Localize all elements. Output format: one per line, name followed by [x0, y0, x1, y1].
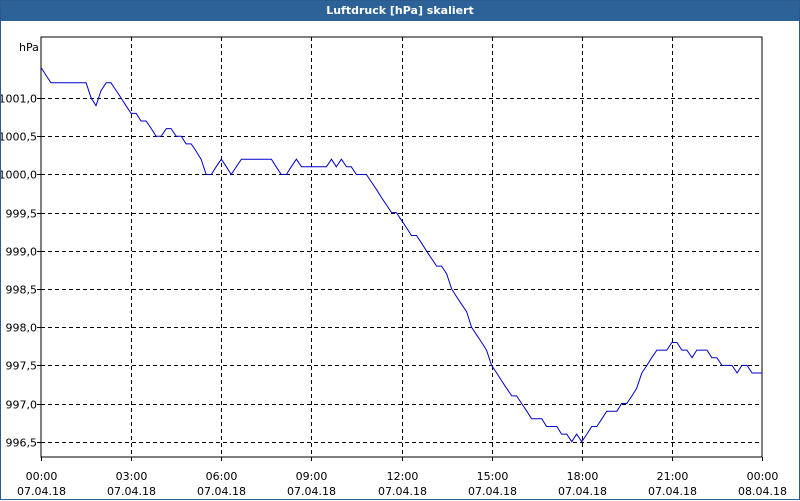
y-tick-label: 1001,0: [1, 93, 37, 106]
y-tick-label: 996,5: [6, 437, 38, 450]
x-tick-time-label: 12:00: [387, 470, 419, 483]
y-tick-label: 997,5: [6, 360, 38, 373]
x-tick-date-label: 07.04.18: [17, 485, 66, 498]
series-line-luftdruck: [40, 67, 762, 443]
axis-ticks: 1001,0 1000,5 1000,0 999,5 999,0 998,5 998,0 99…: [1, 93, 787, 499]
x-tick-date-label: 07.04.18: [558, 485, 607, 498]
x-tick-date-label: 07.04.18: [648, 485, 697, 498]
x-tick-date-label: 08.04.18: [738, 485, 787, 498]
y-axis-label: hPa: [19, 41, 39, 54]
x-tick-time-label: 00:00: [26, 470, 58, 483]
y-tick-label: 997,0: [6, 399, 38, 412]
y-tick-label: 1000,0: [1, 169, 37, 182]
x-tick-date-label: 07.04.18: [378, 485, 427, 498]
y-tick-label: 998,0: [6, 322, 38, 335]
x-tick-time-label: 00:00: [747, 470, 779, 483]
y-tick-label: 998,5: [6, 284, 38, 297]
grid-lines: [41, 37, 762, 457]
plot-area: [40, 36, 763, 458]
y-tick-label: 999,0: [6, 246, 38, 259]
x-tick-time-label: 03:00: [116, 470, 148, 483]
chart-title: Luftdruck [hPa] skaliert: [1, 1, 799, 21]
x-tick-date-label: 07.04.18: [287, 485, 336, 498]
x-tick-date-label: 07.04.18: [107, 485, 156, 498]
y-tick-label: 999,5: [6, 208, 38, 221]
x-tick-time-label: 21:00: [657, 470, 689, 483]
x-tick-time-label: 18:00: [567, 470, 599, 483]
x-tick-time-label: 09:00: [296, 470, 328, 483]
y-tick-label: 1000,5: [1, 131, 37, 144]
x-tick-time-label: 06:00: [206, 470, 238, 483]
x-tick-date-label: 07.04.18: [197, 485, 246, 498]
x-tick-date-label: 07.04.18: [468, 485, 517, 498]
x-tick-time-label: 15:00: [477, 470, 509, 483]
